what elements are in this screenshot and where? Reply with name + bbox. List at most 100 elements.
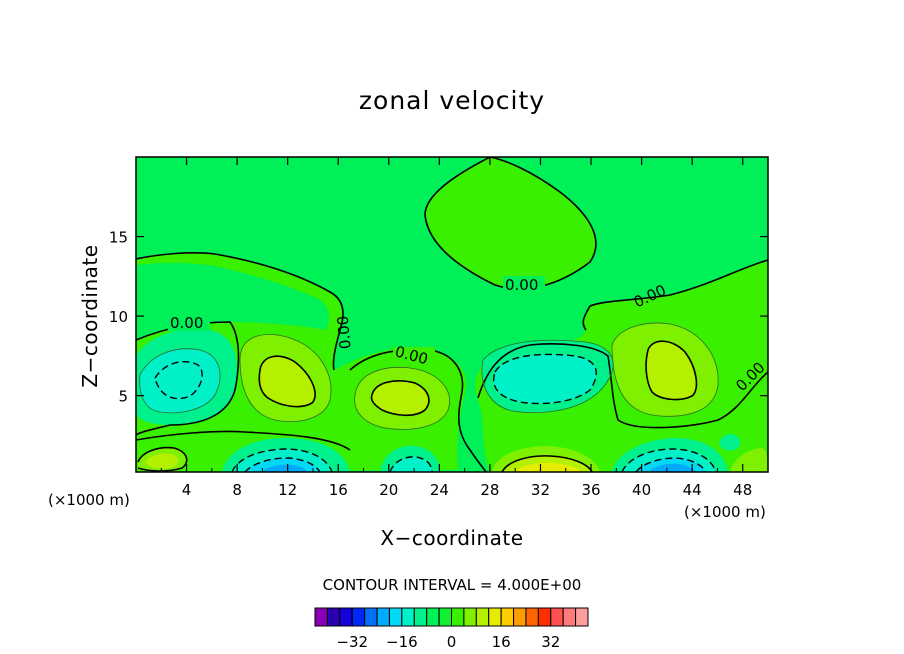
contour-label-6: 0.00 xyxy=(732,358,768,394)
colorbar-swatch xyxy=(550,607,564,627)
zero-contour-mid xyxy=(349,348,487,472)
y-tick-label: 5 xyxy=(118,388,128,406)
bottom-neg-core-22 xyxy=(390,456,432,472)
colorbar-swatch xyxy=(463,607,477,627)
pos-band-12 xyxy=(240,334,331,422)
x-tick-label: 40 xyxy=(632,481,651,499)
thin-contour-43 xyxy=(611,322,719,417)
neg-contour-bottom-40-inner xyxy=(635,457,707,472)
x-tick-label: 20 xyxy=(379,481,398,499)
pos-core-12 xyxy=(259,356,316,407)
band-0-to-4-top xyxy=(425,157,596,289)
pos-core-21 xyxy=(371,380,429,416)
x-unit-label-left: (×1000 m) xyxy=(48,491,130,509)
band-upper-island xyxy=(136,262,330,340)
colorbar-swatch xyxy=(513,607,527,627)
thin-contour-lines xyxy=(139,322,719,430)
bottom-neg-min-40 xyxy=(636,458,706,472)
bottom-neg-core-40 xyxy=(622,449,716,472)
neg-contour-bottom-22 xyxy=(389,456,433,472)
bottom-neg-band-40 xyxy=(612,437,728,472)
bottom-pos-core-32 xyxy=(502,455,592,472)
thin-contour-12 xyxy=(239,334,332,422)
colorbar-swatch xyxy=(326,607,341,627)
contour-label-3: 0.00 xyxy=(393,342,430,368)
bottom-pos-band-32 xyxy=(492,446,600,472)
plot-frame xyxy=(135,156,769,473)
neg-band-mid xyxy=(481,340,614,413)
x-tick-label: 44 xyxy=(683,481,702,499)
neg-contour-mid xyxy=(493,353,597,405)
bottom-contour-32 xyxy=(501,455,593,472)
x-tick-label: 16 xyxy=(329,481,348,499)
thin-contour-21 xyxy=(354,366,450,430)
bottom-neg-band-22 xyxy=(380,445,440,472)
zero-contour-left xyxy=(136,252,344,371)
colorbar-swatch xyxy=(351,607,366,627)
max-contour-43 xyxy=(645,340,698,401)
neg-band-left-core xyxy=(155,361,203,399)
bottom-neg-min-40-core xyxy=(648,463,697,472)
colorbar-swatch xyxy=(438,607,453,627)
pos-band-21 xyxy=(354,367,450,430)
colorbar-swatch xyxy=(426,607,440,627)
colorbar-swatch xyxy=(451,607,465,627)
x-axis-label: X−coordinate xyxy=(0,526,904,550)
y-tick-label: 15 xyxy=(109,229,128,247)
y-axis-label: Z−coordinate xyxy=(78,244,102,388)
negative-contour-lines xyxy=(154,353,717,472)
contour-value-labels: 0.00 0.00 0.00 0.00 0.00 0.00 xyxy=(168,276,768,395)
colorbar-swatch xyxy=(475,607,490,627)
colorbar-swatch xyxy=(488,607,502,627)
x-tick-label: 24 xyxy=(430,481,449,499)
contour-label-5: 0.00 xyxy=(334,315,355,350)
neg-contour-bottom-40 xyxy=(621,448,717,472)
x-tick-label: 8 xyxy=(232,481,242,499)
x-axis-label-text: X−coordinate xyxy=(380,526,524,550)
background-field xyxy=(136,157,768,472)
zero-contour-mid2 xyxy=(477,343,768,429)
colorbar-tick-label: 0 xyxy=(446,633,457,651)
colorbar-swatch xyxy=(339,607,353,627)
colorbar-swatch xyxy=(562,607,577,627)
colorbar xyxy=(314,607,589,627)
chart-title: zonal velocity xyxy=(358,86,546,115)
bottom-pos-band-2 xyxy=(138,447,187,471)
neg-contour-bottom-12-inner xyxy=(244,457,321,472)
bottom-neg-min-12 xyxy=(245,458,320,472)
bottom-contour-2 xyxy=(137,446,188,472)
max-contour-21 xyxy=(370,380,430,417)
colorbar-tick-label: −16 xyxy=(386,633,418,651)
colorbar-swatch xyxy=(314,607,328,627)
zero-contour-right xyxy=(582,259,768,331)
bottom-pos-max-32 xyxy=(514,462,582,472)
x-tick-label: 48 xyxy=(733,481,752,499)
colorbar-swatch xyxy=(525,607,539,627)
bottom-neg-band-12 xyxy=(222,437,350,472)
x-tick-label: 12 xyxy=(278,481,297,499)
x-tick-label: 32 xyxy=(531,481,550,499)
x-tick-label: 36 xyxy=(581,481,600,499)
contour-label-1: 0.00 xyxy=(170,314,203,332)
colorbar-swatch xyxy=(388,607,403,627)
zero-contour-bottom-left xyxy=(136,430,351,451)
band-0-to-4-lower xyxy=(136,252,467,472)
neg-band-mid-inner xyxy=(493,354,597,404)
bottom-neg-min-12-core xyxy=(262,464,308,472)
neg-contour-left xyxy=(154,361,203,400)
neg-band-left-inner xyxy=(139,348,220,413)
contour-label-4: 0.00 xyxy=(631,281,669,311)
colorbar-swatch xyxy=(401,607,415,627)
pos-core-43 xyxy=(646,341,697,400)
colorbar-tick-label: −32 xyxy=(336,633,369,651)
neg-band-left xyxy=(136,328,238,425)
max-contour-12 xyxy=(258,355,316,408)
thin-contour-mid xyxy=(481,339,614,413)
colorbar-swatch xyxy=(500,607,515,627)
bottom-neg-core-12 xyxy=(232,449,332,472)
contour-interval-text: CONTOUR INTERVAL = 4.000E+00 xyxy=(322,576,582,594)
colorbar-tick-label: 16 xyxy=(491,633,511,651)
x-unit-label-right: (×1000 m) xyxy=(684,503,766,521)
pos-band-43 xyxy=(612,322,719,417)
